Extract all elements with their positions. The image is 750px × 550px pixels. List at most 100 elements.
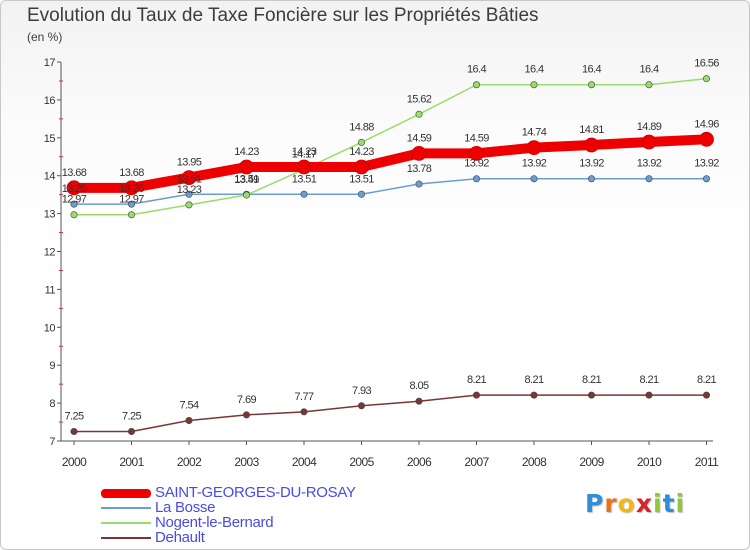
logo-letter: r: [604, 489, 618, 518]
data-label: 14.23: [234, 146, 259, 158]
legend-swatch: [101, 489, 151, 498]
data-point: [469, 145, 484, 161]
data-point: [411, 145, 427, 161]
data-label: 13.51: [234, 173, 259, 185]
data-label: 13.68: [62, 167, 87, 179]
x-tick-label: 2005: [349, 455, 374, 469]
y-tick-label: 13: [44, 209, 56, 221]
legend-label: SAINT-GEORGES-DU-ROSAY: [155, 484, 356, 501]
x-tick-label: 2001: [119, 455, 144, 469]
legend-label: Dehault: [155, 529, 205, 546]
data-point: [243, 191, 251, 199]
data-label: 8.21: [639, 374, 658, 386]
x-tick-label: 2011: [695, 455, 719, 469]
legend-label: La Bosse: [155, 499, 216, 516]
x-tick-label: 2002: [177, 455, 202, 469]
data-label: 7.69: [237, 394, 256, 406]
y-tick-label: 12: [44, 247, 56, 259]
data-label: 14.81: [579, 124, 604, 136]
data-point: [587, 175, 595, 183]
chart-title: Evolution du Taux de Taxe Foncière sur l…: [27, 5, 539, 26]
data-label: 15.62: [407, 93, 432, 105]
legend-swatch: [101, 522, 151, 524]
data-point: [472, 391, 480, 399]
series-layer: [66, 75, 714, 436]
data-label: 7.93: [352, 385, 371, 397]
data-label: 16.56: [694, 58, 719, 70]
data-label: 7.25: [64, 411, 83, 423]
data-point: [641, 134, 657, 150]
data-label: 13.92: [522, 158, 547, 170]
x-tick-label: 2000: [62, 455, 87, 469]
data-label: 13.92: [579, 158, 604, 170]
data-point: [354, 159, 369, 175]
data-point: [181, 170, 197, 185]
x-tick-label: 2004: [292, 455, 317, 469]
y-tick-label: 9: [49, 360, 55, 372]
data-label: 7.54: [179, 400, 198, 412]
data-label: 14.89: [637, 121, 662, 133]
data-label: 7.77: [294, 391, 313, 403]
y-tick-label: 7: [49, 436, 55, 448]
data-label: 8.21: [467, 374, 486, 386]
chart-subtitle: (en %): [27, 30, 63, 44]
data-point: [357, 402, 365, 410]
proxiti-logo: Proxiti: [585, 489, 685, 518]
data-point: [300, 408, 308, 416]
data-label: 13.25: [62, 183, 87, 195]
data-point: [185, 190, 193, 198]
data-label: 13.92: [464, 158, 489, 170]
data-label: 8.21: [524, 374, 543, 386]
data-point: [587, 81, 595, 89]
data-label: 8.21: [582, 374, 601, 386]
x-tick-label: 2003: [234, 455, 259, 469]
data-point: [239, 159, 254, 175]
y-tick-label: 14: [44, 171, 56, 183]
data-point: [128, 428, 136, 436]
data-point: [530, 175, 538, 183]
series-line-0: [69, 134, 712, 193]
data-point: [526, 140, 542, 156]
data-label: 7.25: [122, 411, 141, 423]
data-label: 14.23: [349, 146, 374, 158]
data-point: [70, 211, 78, 219]
data-point: [415, 397, 423, 405]
data-label: 16.4: [467, 64, 486, 76]
data-point: [66, 180, 82, 196]
data-point: [530, 391, 538, 399]
legend-swatch: [101, 507, 151, 509]
data-label: 13.92: [637, 158, 662, 170]
y-tick-label: 16: [44, 95, 56, 107]
data-point: [70, 200, 78, 208]
data-label: 16.4: [524, 64, 543, 76]
data-point: [415, 180, 423, 188]
data-label: 13.51: [177, 173, 202, 185]
data-label: 8.05: [409, 380, 428, 392]
data-point: [472, 175, 480, 183]
x-tick-label: 2007: [464, 455, 489, 469]
data-point: [128, 200, 136, 208]
legend-swatch: [101, 537, 151, 539]
data-point: [530, 81, 538, 89]
data-label: 13.25: [119, 183, 144, 195]
data-point: [472, 81, 480, 89]
data-label: 14.59: [407, 132, 432, 144]
data-point: [357, 190, 365, 198]
data-label: 13.49: [234, 174, 259, 186]
legend-label: Nogent-le-Bernard: [155, 514, 274, 531]
series-line-3: [73, 394, 708, 433]
data-point: [702, 175, 710, 183]
data-point: [584, 137, 599, 153]
data-label: 14.96: [694, 118, 719, 130]
data-label: 13.51: [349, 173, 374, 185]
data-point: [128, 211, 136, 219]
x-tick-label: 2008: [522, 455, 547, 469]
logo-letter: o: [617, 489, 636, 518]
data-label: 14.74: [522, 127, 547, 139]
data-point: [415, 110, 423, 118]
data-label: 14.88: [349, 121, 374, 133]
y-tick-label: 11: [45, 284, 56, 296]
data-label: 13.92: [694, 158, 719, 170]
